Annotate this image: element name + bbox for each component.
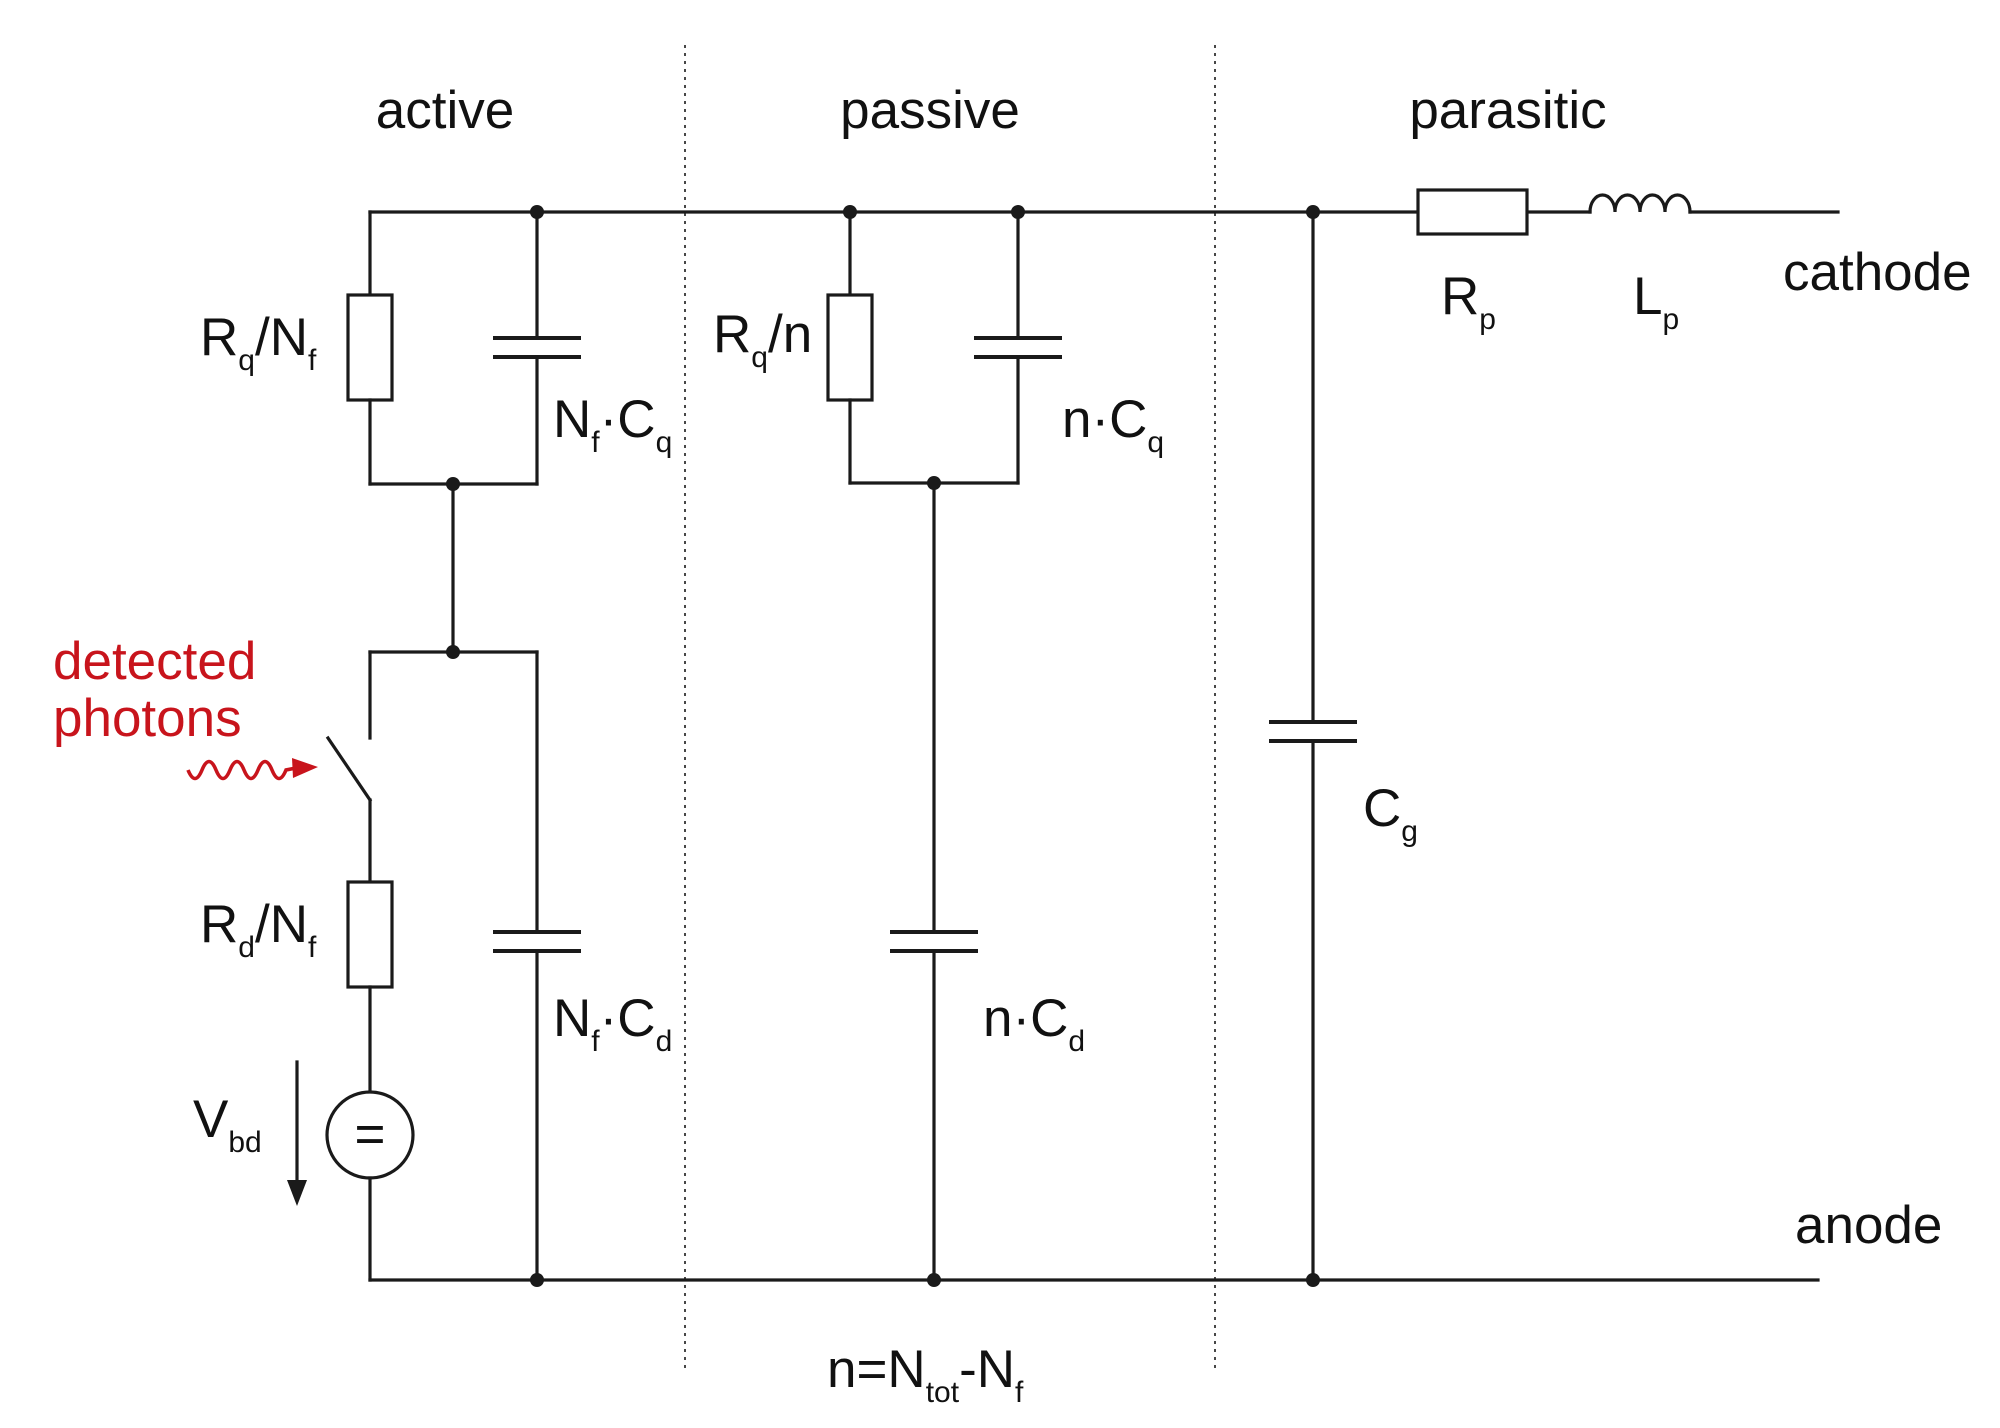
section-label-parasitic: parasitic xyxy=(1409,81,1606,140)
section-label-active: active xyxy=(376,81,514,140)
label-rq-nf: Rq/Nf xyxy=(200,308,317,377)
label-n-cd: n·Cd xyxy=(983,989,1085,1058)
inductor-lp xyxy=(1588,193,1692,214)
photon-label-line2: photons xyxy=(53,689,242,748)
label-rp: Rp xyxy=(1441,267,1496,336)
label-rd-nf: Rd/Nf xyxy=(200,895,317,964)
resistor-rp xyxy=(1416,188,1529,236)
resistor-rd-nf xyxy=(346,880,394,989)
source-symbol: = xyxy=(355,1105,386,1164)
label-nf-cd: Nf·Cd xyxy=(553,989,672,1058)
terminal-anode: anode xyxy=(1795,1196,1942,1255)
photon-switch xyxy=(325,735,373,803)
label-n-cq: n·Cq xyxy=(1062,390,1164,459)
label-rq-n: Rq/n xyxy=(713,305,812,374)
label-cg: Cg xyxy=(1363,779,1418,848)
formula-n: n=Ntot-Nf xyxy=(827,1340,1024,1409)
resistor-rq-nf xyxy=(346,293,394,402)
passive-branch xyxy=(826,210,1062,1282)
resistor-rq-n xyxy=(826,293,874,402)
label-lp: Lp xyxy=(1633,267,1679,336)
photon-wave-icon xyxy=(186,758,318,781)
label-nf-cq: Nf·Cq xyxy=(553,390,672,459)
section-label-passive: passive xyxy=(840,81,1020,140)
terminal-cathode: cathode xyxy=(1783,243,1972,302)
parasitic-branch xyxy=(1269,188,1692,1282)
junction-dots xyxy=(446,205,1320,1287)
label-vbd: Vbd xyxy=(193,1090,262,1159)
photon-label-line1: detected xyxy=(53,632,256,691)
active-branch: = xyxy=(287,210,581,1282)
